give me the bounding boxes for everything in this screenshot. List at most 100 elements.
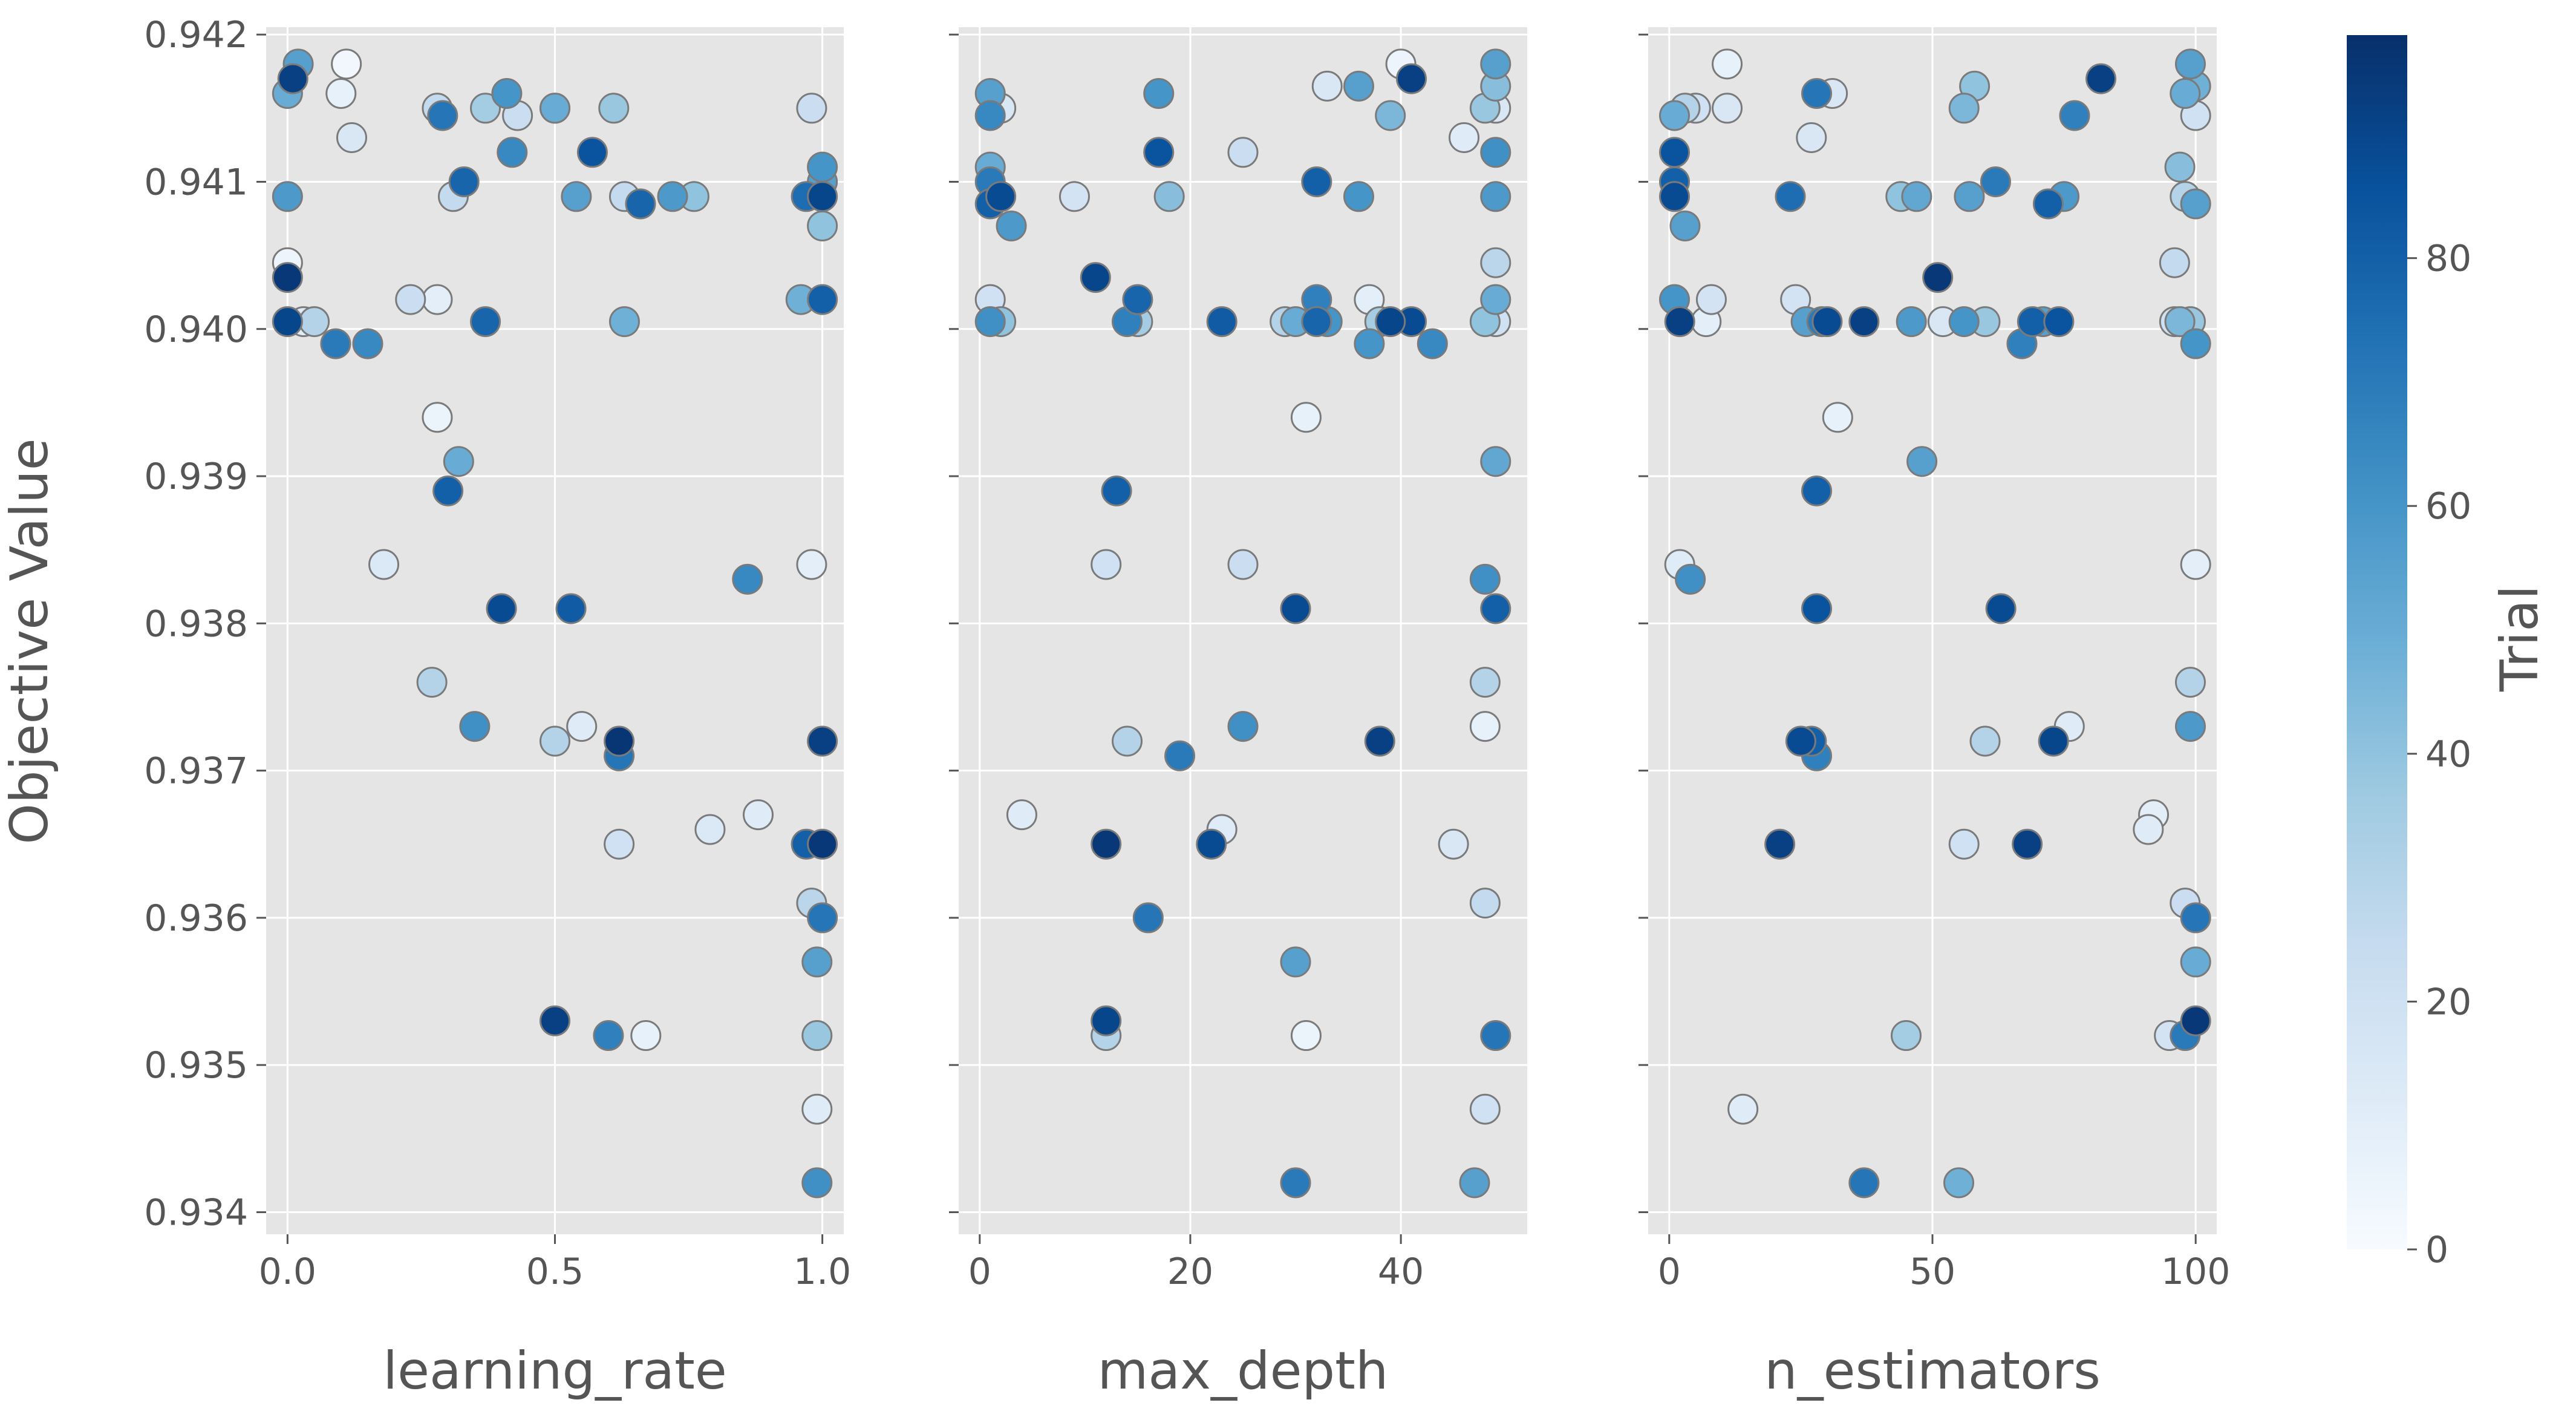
- y-axis-label: Objective Value: [0, 438, 60, 844]
- data-point: [732, 563, 763, 595]
- data-point: [1343, 70, 1374, 102]
- data-point: [1801, 77, 1833, 109]
- data-point: [1006, 799, 1037, 831]
- y-tick-label: 0.939: [144, 456, 248, 498]
- data-point: [1091, 828, 1122, 860]
- data-point: [2174, 711, 2206, 742]
- data-point: [1480, 446, 1511, 477]
- data-point: [1796, 122, 1827, 153]
- data-point: [1922, 262, 1954, 293]
- y-tick-label: 0.934: [144, 1192, 248, 1234]
- data-point: [604, 828, 635, 860]
- data-point: [807, 151, 838, 183]
- data-point: [1311, 70, 1343, 102]
- data-point: [1480, 593, 1511, 624]
- data-point: [604, 725, 635, 757]
- data-point: [1659, 100, 1691, 131]
- data-point: [1669, 210, 1701, 241]
- data-point: [974, 100, 1006, 131]
- data-point: [540, 1005, 570, 1036]
- data-point: [1943, 1167, 1975, 1199]
- data-point: [320, 328, 351, 359]
- x-tick-label: 50: [1909, 1251, 1955, 1293]
- data-point: [272, 181, 303, 212]
- data-point: [625, 188, 656, 220]
- data-point: [2032, 188, 2064, 220]
- data-point: [1480, 181, 1511, 212]
- data-point: [427, 100, 458, 131]
- x-tick-label: 100: [2161, 1251, 2231, 1293]
- data-point: [1091, 1005, 1122, 1036]
- data-point: [657, 181, 688, 212]
- data-point: [325, 77, 357, 109]
- data-point: [630, 1020, 662, 1052]
- colorbar-tick-label: 0: [2425, 1229, 2448, 1271]
- data-point: [1375, 306, 1406, 338]
- data-point: [1132, 902, 1164, 934]
- y-tick-label: 0.936: [144, 897, 248, 940]
- data-point: [1775, 181, 1806, 212]
- data-point: [576, 137, 608, 168]
- data-point: [1480, 48, 1511, 80]
- data-point: [1143, 137, 1175, 168]
- data-point: [1396, 63, 1427, 94]
- data-point: [801, 1167, 833, 1199]
- data-point: [1727, 1093, 1759, 1125]
- data-point: [1417, 328, 1448, 359]
- x-axis-label: learning_rate: [383, 1341, 727, 1401]
- data-point: [566, 711, 598, 742]
- data-point: [598, 93, 630, 124]
- data-point: [395, 284, 426, 315]
- data-point: [1890, 1020, 1922, 1052]
- data-point: [1469, 888, 1501, 919]
- data-point: [2180, 188, 2211, 220]
- data-point: [540, 725, 570, 757]
- data-point: [1091, 549, 1122, 580]
- data-point: [807, 181, 838, 212]
- data-point: [1280, 946, 1311, 978]
- data-point: [1980, 166, 2011, 197]
- data-point: [2164, 151, 2196, 183]
- data-point: [2180, 946, 2211, 978]
- x-tick-label: 0: [968, 1251, 991, 1293]
- data-point: [796, 93, 827, 124]
- data-point: [608, 306, 640, 338]
- y-tick-label: 0.938: [144, 603, 248, 645]
- data-point: [985, 181, 1017, 212]
- data-point: [694, 814, 726, 845]
- data-point: [1948, 93, 1980, 124]
- data-point: [1469, 667, 1501, 698]
- colorbar-tick-label: 60: [2425, 485, 2471, 528]
- data-point: [1811, 306, 1843, 338]
- y-tick-label: 0.935: [144, 1044, 248, 1087]
- colorbar: 0 20 40 60 80: [2347, 35, 2471, 1271]
- data-point: [593, 1020, 624, 1052]
- data-point: [1343, 181, 1374, 212]
- data-point: [1301, 166, 1332, 197]
- data-point: [1364, 725, 1395, 757]
- data-point: [1848, 306, 1880, 338]
- scatter-panels: 0.0 0.5 1.0 learning_rate 0 20 40 max_depth 0 50 1…: [256, 27, 2230, 1401]
- data-point: [2085, 63, 2117, 94]
- colorbar-gradient: [2347, 35, 2407, 1249]
- data-point: [2133, 814, 2164, 845]
- data-point: [1196, 828, 1227, 860]
- data-point: [1480, 247, 1511, 278]
- data-point: [1801, 593, 1833, 624]
- data-point: [336, 122, 367, 153]
- panel-learning_rate: 0.0 0.5 1.0 learning_rate: [256, 27, 851, 1401]
- data-point: [1480, 284, 1511, 315]
- data-point: [2174, 667, 2206, 698]
- x-tick-label: 0.0: [259, 1251, 316, 1293]
- colorbar-tick-label: 40: [2425, 733, 2471, 776]
- x-tick-label: 0: [1658, 1251, 1681, 1293]
- colorbar-tick-label: 20: [2425, 981, 2471, 1023]
- data-point: [1227, 137, 1259, 168]
- data-point: [1764, 828, 1796, 860]
- data-point: [368, 549, 400, 580]
- data-point: [801, 1093, 833, 1125]
- data-point: [1227, 711, 1259, 742]
- data-point: [1801, 475, 1833, 506]
- data-point: [801, 1020, 833, 1052]
- data-point: [1822, 402, 1853, 433]
